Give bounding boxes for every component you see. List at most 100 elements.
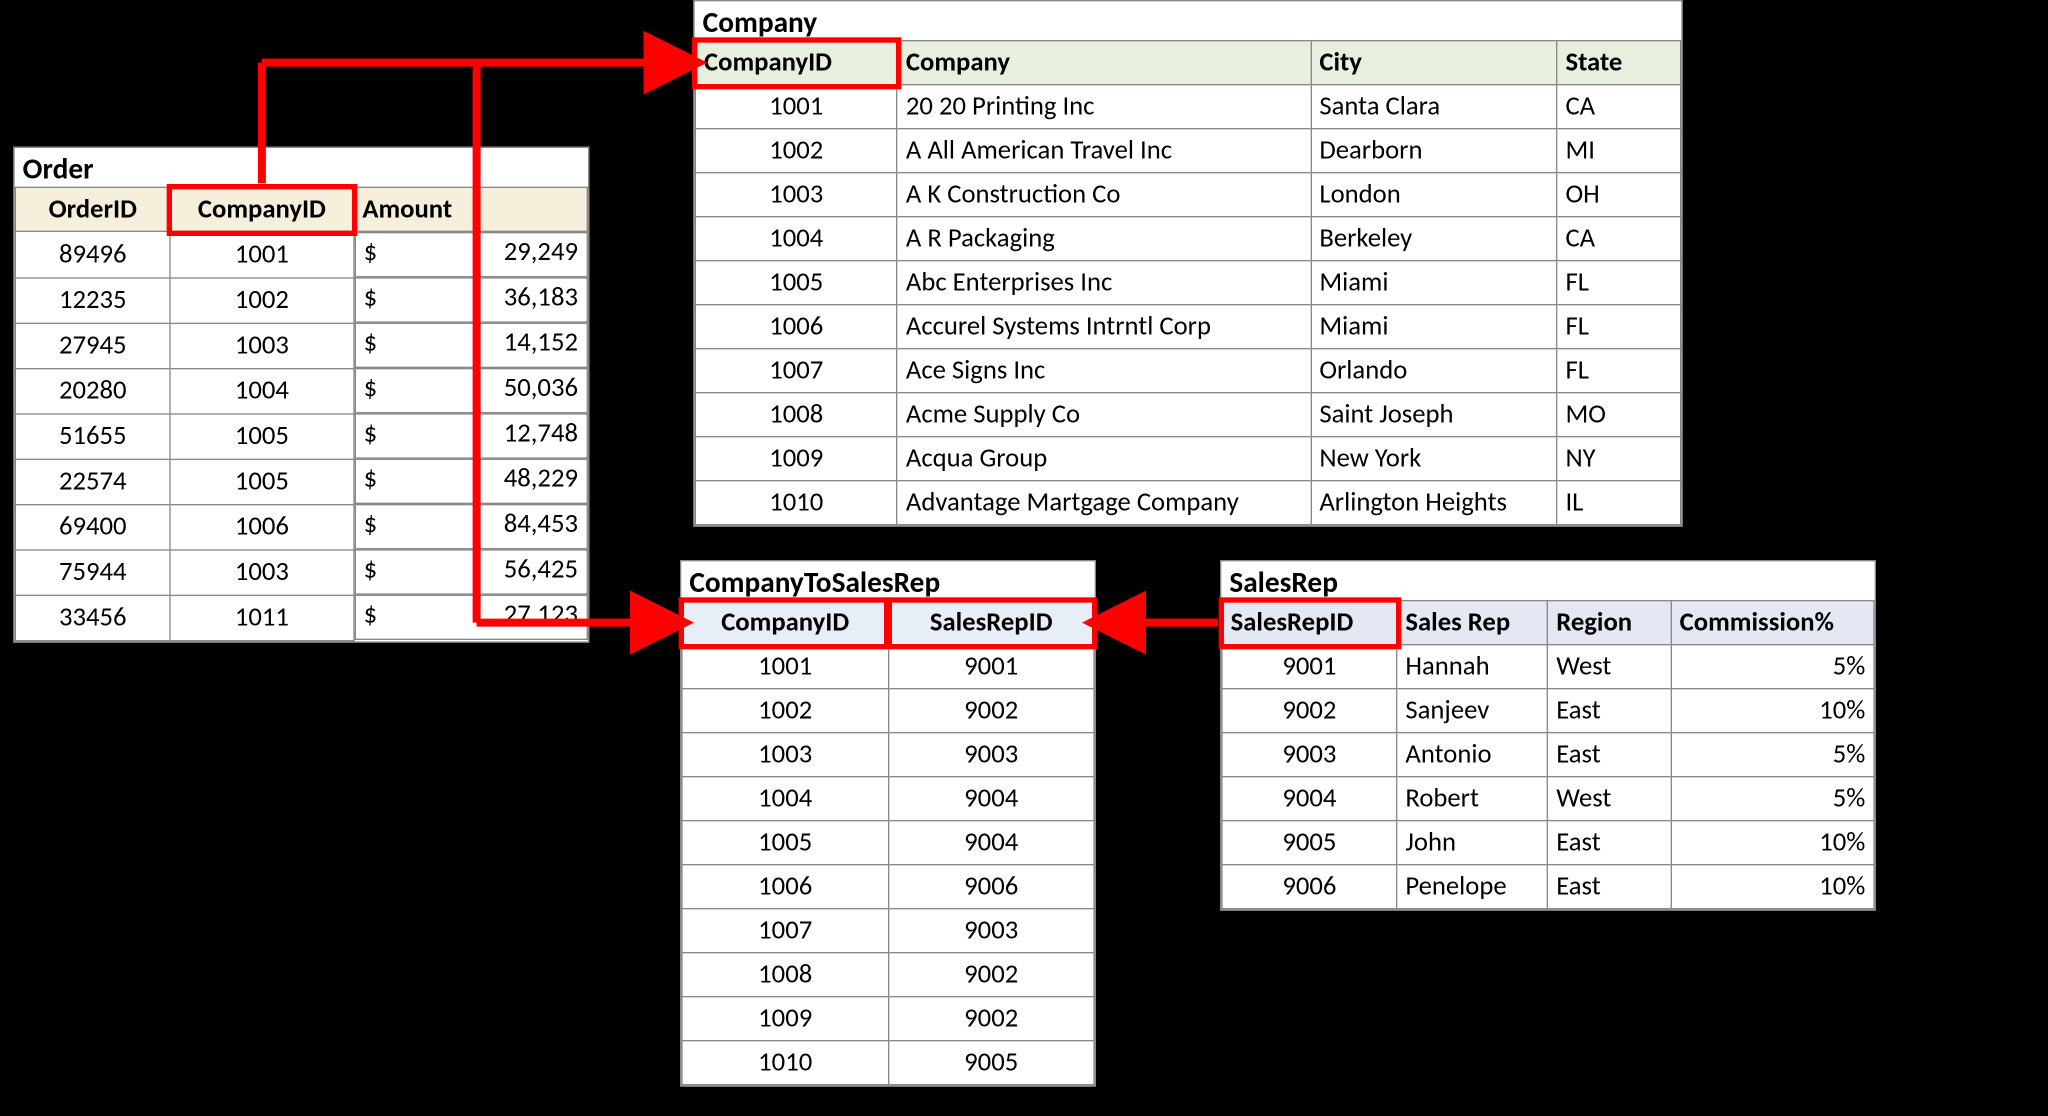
table-row: 10049004 — [682, 777, 1094, 821]
cell-salesrepid: 9006 — [1222, 865, 1397, 909]
cell-companyid: 1003 — [170, 323, 354, 368]
cell-salesrep: John — [1397, 821, 1548, 865]
table-row: 10039003 — [682, 733, 1094, 777]
table-row: 10109005 — [682, 1041, 1094, 1085]
cell-region: East — [1548, 865, 1671, 909]
cell-salesrepid: 9003 — [888, 733, 1094, 777]
cell-amount: $29,249 — [354, 232, 587, 277]
order-header-companyid: CompanyID — [170, 187, 354, 231]
company-table-panel: Company CompanyIDCompanyCityState 100120… — [693, 0, 1682, 527]
cell-state: CA — [1557, 85, 1681, 129]
cell-state: MI — [1557, 129, 1681, 173]
cell-amount: $27,123 — [354, 595, 587, 640]
table-row: 9001HannahWest5% — [1222, 645, 1874, 689]
cell-salesrepid: 9002 — [888, 689, 1094, 733]
cell-salesrep: Sanjeev — [1397, 689, 1548, 733]
cell-city: London — [1311, 173, 1557, 217]
cell-city: Miami — [1311, 305, 1557, 349]
table-row: 1006Accurel Systems Intrntl CorpMiamiFL — [695, 305, 1680, 349]
cell-companyid: 1010 — [695, 481, 897, 525]
cell-region: East — [1548, 821, 1671, 865]
salesrep-table-title: SalesRep — [1221, 561, 1874, 600]
table-row: 9006PenelopeEast10% — [1222, 865, 1874, 909]
table-row: 1002A All American Travel IncDearbornMI — [695, 129, 1680, 173]
cell-company: A All American Travel Inc — [897, 129, 1310, 173]
company-header-city: City — [1311, 41, 1557, 85]
cell-orderid: 89496 — [15, 231, 170, 277]
cell-companyid: 1004 — [682, 777, 888, 821]
cell-salesrepid: 9006 — [888, 865, 1094, 909]
table-row: 225741005$48,229 — [15, 459, 587, 504]
cell-companyid: 1003 — [695, 173, 897, 217]
cell-salesrepid: 9003 — [888, 909, 1094, 953]
table-row: 9002SanjeevEast10% — [1222, 689, 1874, 733]
company-header-companyid: CompanyID — [695, 41, 897, 85]
cell-salesrep: Robert — [1397, 777, 1548, 821]
cell-amount: $48,229 — [354, 459, 587, 504]
cell-companyid: 1005 — [682, 821, 888, 865]
cell-companyid: 1004 — [695, 217, 897, 261]
cell-salesrep: Penelope — [1397, 865, 1548, 909]
company-header-state: State — [1557, 41, 1681, 85]
order-table: OrderIDCompanyIDAmount 894961001$29,2491… — [15, 187, 588, 641]
cell-commission: 5% — [1671, 777, 1874, 821]
cell-salesrepid: 9002 — [888, 953, 1094, 997]
cell-companyid: 1004 — [170, 368, 354, 413]
cell-amount: $50,036 — [354, 368, 587, 413]
cell-companyid: 1002 — [682, 689, 888, 733]
table-row: 1007Ace Signs IncOrlandoFL — [695, 349, 1680, 393]
table-row: 694001006$84,453 — [15, 504, 587, 549]
cell-companyid: 1008 — [682, 953, 888, 997]
table-row: 9005JohnEast10% — [1222, 821, 1874, 865]
cell-city: Dearborn — [1311, 129, 1557, 173]
cell-salesrep: Hannah — [1397, 645, 1548, 689]
salesrep-header-sales-rep: Sales Rep — [1397, 601, 1548, 645]
company-table-title: Company — [695, 1, 1682, 40]
cell-commission: 10% — [1671, 821, 1874, 865]
table-row: 10079003 — [682, 909, 1094, 953]
cell-salesrepid: 9004 — [888, 777, 1094, 821]
cell-city: Berkeley — [1311, 217, 1557, 261]
cell-city: Orlando — [1311, 349, 1557, 393]
cell-companyid: 1009 — [682, 997, 888, 1041]
cell-state: NY — [1557, 437, 1681, 481]
cell-salesrepid: 9001 — [888, 645, 1094, 689]
salesrep-header-salesrepid: SalesRepID — [1222, 601, 1397, 645]
cell-city: Saint Joseph — [1311, 393, 1557, 437]
cell-state: FL — [1557, 349, 1681, 393]
table-row: 10069006 — [682, 865, 1094, 909]
cell-salesrepid: 9003 — [1222, 733, 1397, 777]
cell-companyid: 1006 — [170, 504, 354, 549]
table-row: 1004A R PackagingBerkeleyCA — [695, 217, 1680, 261]
company-header-company: Company — [897, 41, 1310, 85]
cell-orderid: 22574 — [15, 459, 170, 504]
cell-companyid: 1003 — [170, 549, 354, 594]
cell-orderid: 20280 — [15, 368, 170, 413]
table-row: 894961001$29,249 — [15, 231, 587, 277]
cell-company: Acme Supply Co — [897, 393, 1310, 437]
cell-salesrepid: 9004 — [888, 821, 1094, 865]
cell-city: Miami — [1311, 261, 1557, 305]
order-table-panel: Order OrderIDCompanyIDAmount 894961001$2… — [13, 147, 589, 642]
cell-state: CA — [1557, 217, 1681, 261]
cell-salesrep: Antonio — [1397, 733, 1548, 777]
cell-orderid: 51655 — [15, 413, 170, 458]
company-table: CompanyIDCompanyCityState 100120 20 Prin… — [695, 40, 1682, 525]
cell-companyid: 1010 — [682, 1041, 888, 1085]
cell-orderid: 33456 — [15, 595, 170, 640]
cell-companyid: 1006 — [682, 865, 888, 909]
cell-companyid: 1007 — [695, 349, 897, 393]
cell-salesrepid: 9001 — [1222, 645, 1397, 689]
company-to-salesrep-table-title: CompanyToSalesRep — [681, 561, 1094, 600]
cell-companyid: 1009 — [695, 437, 897, 481]
cell-companyid: 1003 — [682, 733, 888, 777]
cell-companyid: 1001 — [170, 231, 354, 277]
table-row: 279451003$14,152 — [15, 323, 587, 368]
cell-companyid: 1005 — [170, 459, 354, 504]
table-row: 100120 20 Printing IncSanta ClaraCA — [695, 85, 1680, 129]
cell-companyid: 1002 — [695, 129, 897, 173]
cell-state: IL — [1557, 481, 1681, 525]
order-header-amount: Amount — [354, 187, 588, 231]
cell-companyid: 1002 — [170, 277, 354, 322]
cell-company: A R Packaging — [897, 217, 1310, 261]
